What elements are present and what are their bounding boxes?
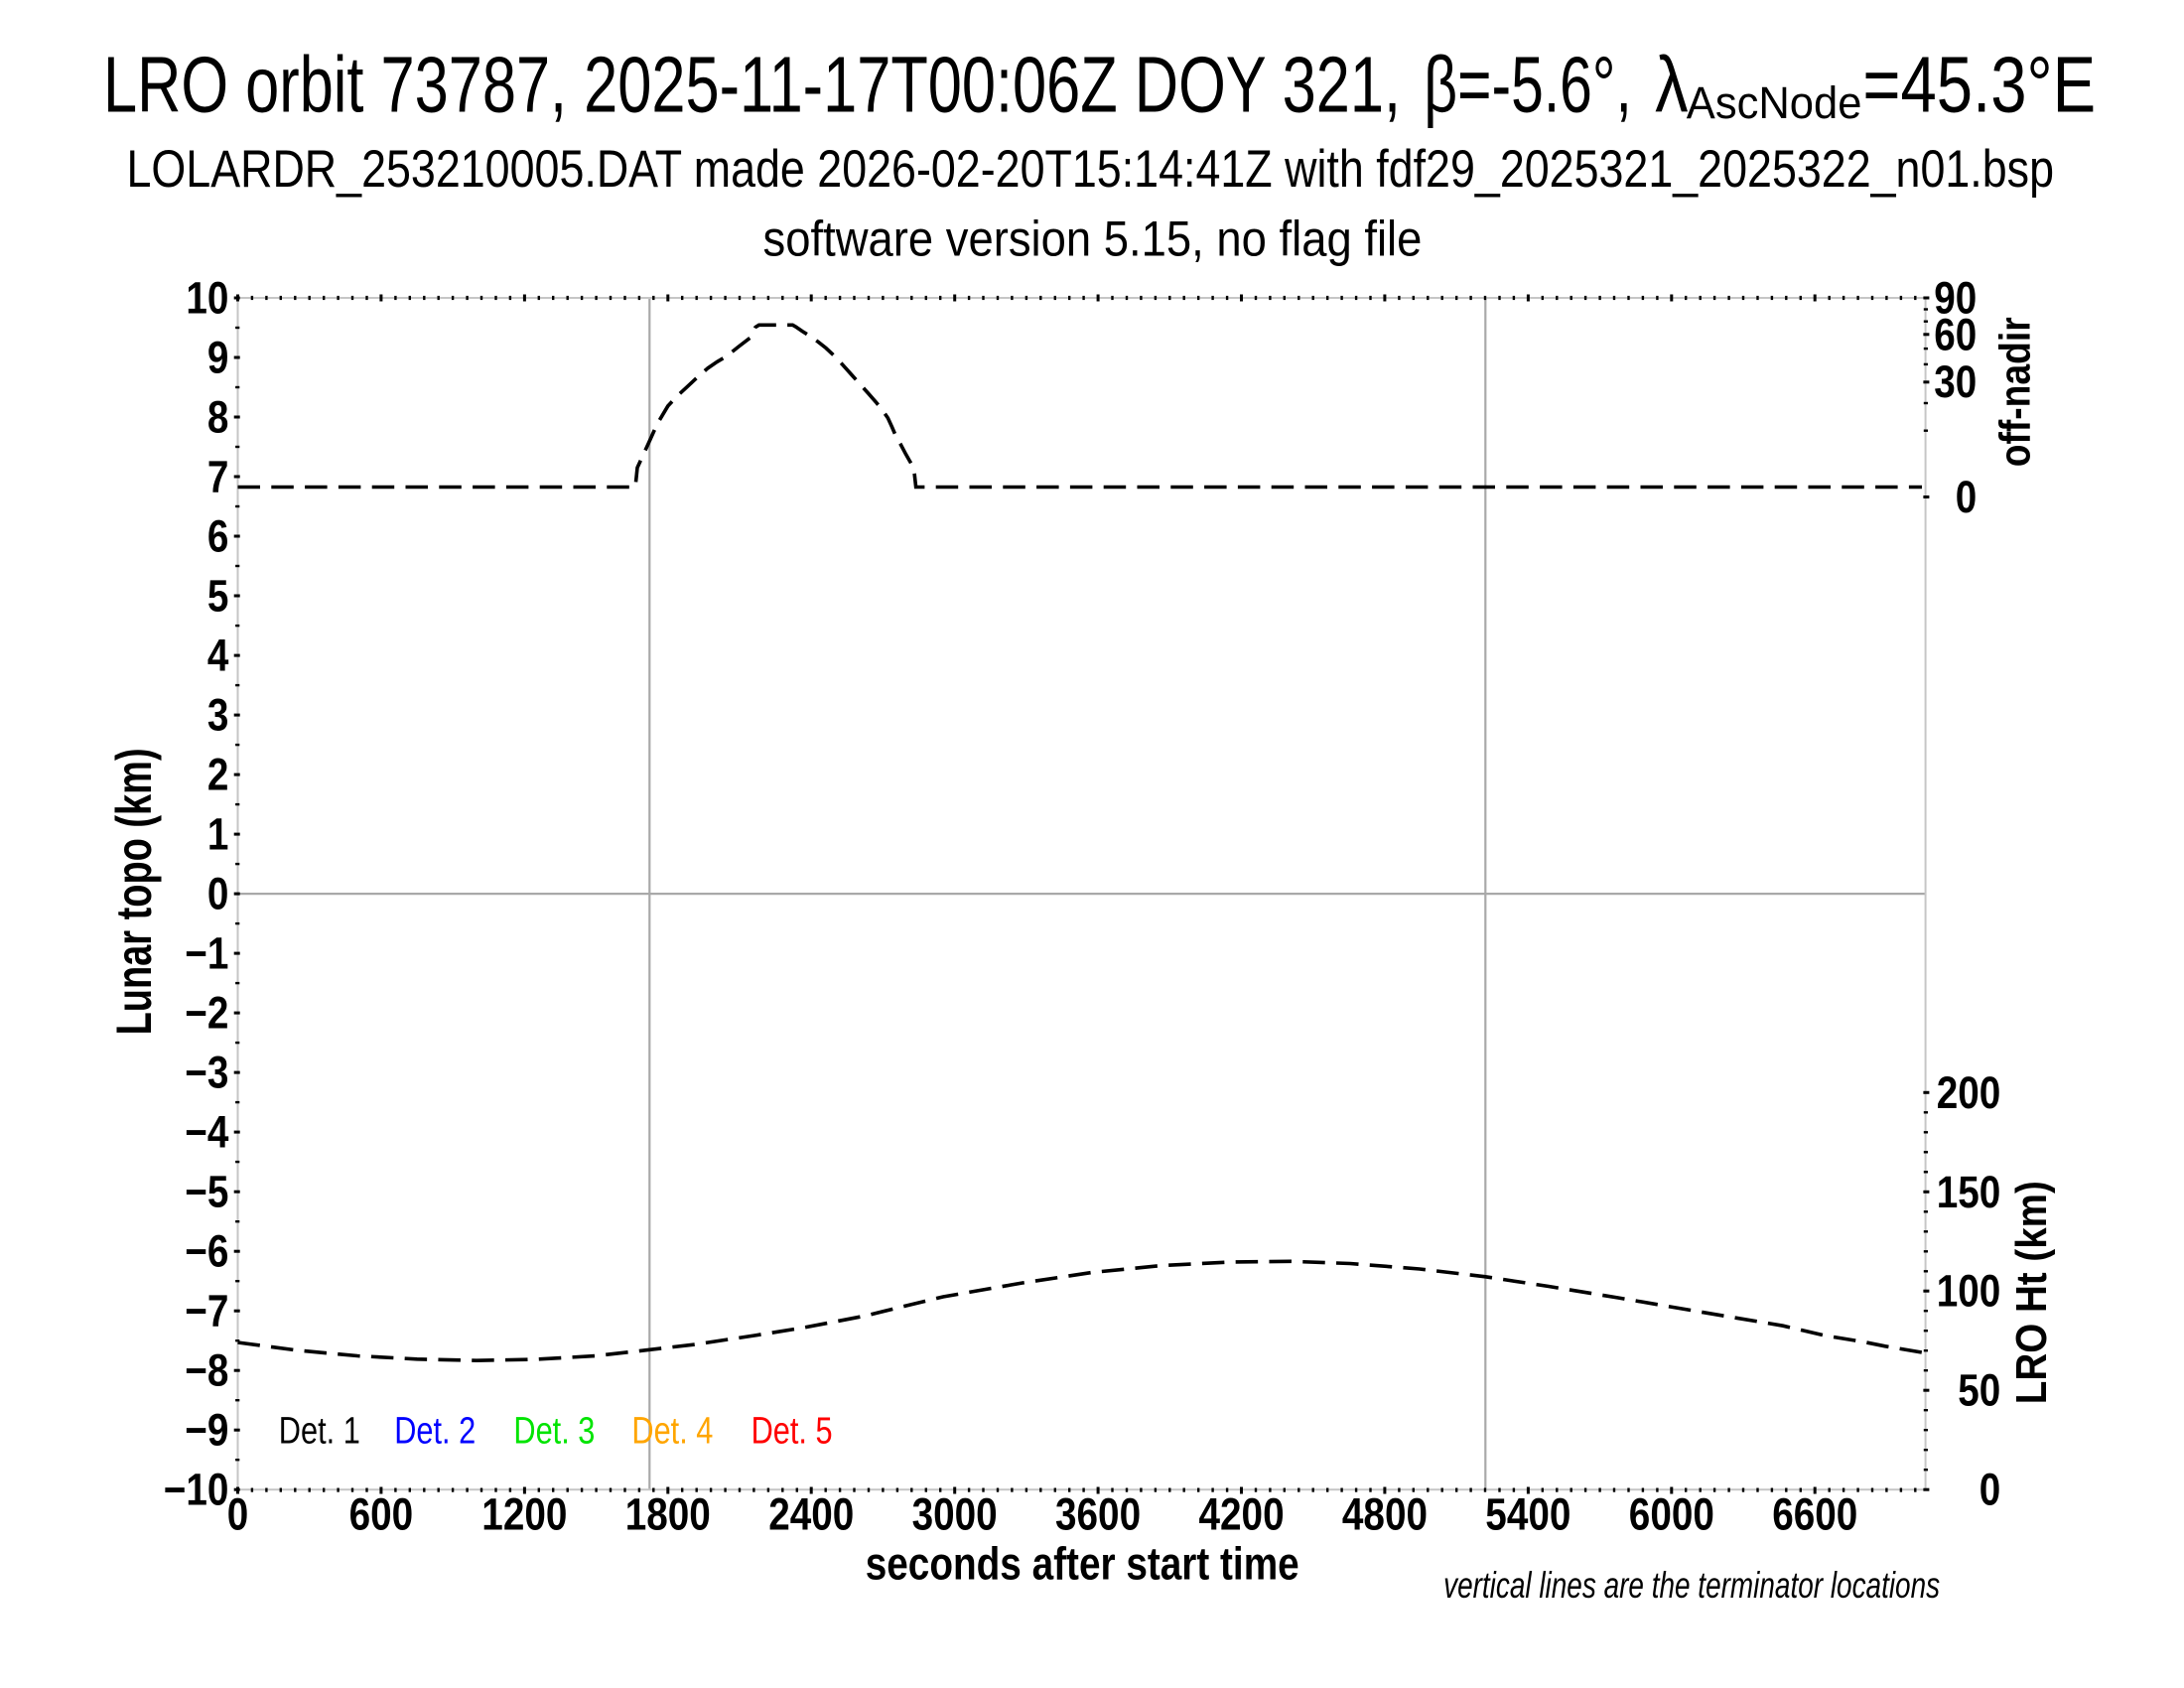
svg-text:−1: −1 bbox=[185, 928, 228, 979]
svg-text:seconds after start time: seconds after start time bbox=[866, 1537, 1299, 1589]
svg-text:Det. 4: Det. 4 bbox=[631, 1411, 713, 1453]
svg-text:7: 7 bbox=[207, 452, 229, 502]
svg-text:1200: 1200 bbox=[481, 1488, 567, 1539]
svg-text:150: 150 bbox=[1937, 1167, 2001, 1217]
svg-text:−4: −4 bbox=[185, 1107, 228, 1158]
svg-text:50: 50 bbox=[1958, 1365, 2000, 1416]
svg-text:=45.3°E: =45.3°E bbox=[1862, 41, 2096, 129]
svg-text:2400: 2400 bbox=[768, 1488, 854, 1539]
svg-text:8: 8 bbox=[207, 392, 229, 443]
svg-text:Det. 2: Det. 2 bbox=[394, 1411, 476, 1453]
svg-text:4200: 4200 bbox=[1199, 1488, 1285, 1539]
svg-text:Det. 5: Det. 5 bbox=[751, 1411, 833, 1453]
svg-text:0: 0 bbox=[227, 1488, 249, 1539]
svg-text:Det. 3: Det. 3 bbox=[513, 1411, 595, 1453]
svg-text:β=-5.6°,: β=-5.6°, bbox=[1424, 41, 1632, 129]
svg-text:Det. 1: Det. 1 bbox=[279, 1411, 360, 1453]
svg-text:LRO orbit 73787, 2025-11-17T00: LRO orbit 73787, 2025-11-17T00:06Z DOY 3… bbox=[103, 41, 1401, 129]
svg-text:0: 0 bbox=[207, 869, 229, 919]
svg-text:−8: −8 bbox=[185, 1345, 228, 1396]
svg-text:−9: −9 bbox=[185, 1405, 228, 1456]
svg-text:off-nadir: off-nadir bbox=[1991, 317, 2040, 467]
svg-text:9: 9 bbox=[207, 333, 229, 383]
svg-text:LRO Ht (km): LRO Ht (km) bbox=[2007, 1181, 2056, 1404]
svg-text:3600: 3600 bbox=[1055, 1488, 1141, 1539]
svg-text:−5: −5 bbox=[185, 1167, 228, 1217]
svg-text:−3: −3 bbox=[185, 1048, 228, 1098]
svg-text:30: 30 bbox=[1934, 356, 1977, 407]
svg-text:1: 1 bbox=[207, 809, 229, 860]
svg-text:5400: 5400 bbox=[1485, 1488, 1570, 1539]
svg-text:−6: −6 bbox=[185, 1226, 228, 1277]
svg-text:6: 6 bbox=[207, 511, 229, 562]
svg-text:−2: −2 bbox=[185, 988, 228, 1039]
svg-text:600: 600 bbox=[349, 1488, 414, 1539]
svg-text:3: 3 bbox=[207, 690, 229, 741]
svg-text:Lunar topo (km): Lunar topo (km) bbox=[106, 748, 162, 1035]
svg-text:AscNode: AscNode bbox=[1687, 77, 1862, 128]
svg-text:2: 2 bbox=[207, 750, 229, 800]
svg-text:1800: 1800 bbox=[625, 1488, 711, 1539]
svg-text:−7: −7 bbox=[185, 1286, 228, 1336]
svg-text:vertical lines are the termina: vertical lines are the terminator locati… bbox=[1443, 1565, 1940, 1606]
svg-text:λ: λ bbox=[1655, 41, 1689, 129]
svg-text:software version 5.15, no flag: software version 5.15, no flag file bbox=[763, 211, 1423, 267]
svg-text:100: 100 bbox=[1937, 1266, 2001, 1317]
svg-text:3000: 3000 bbox=[912, 1488, 998, 1539]
svg-text:90: 90 bbox=[1934, 273, 1977, 324]
svg-text:4: 4 bbox=[207, 631, 229, 681]
svg-text:6600: 6600 bbox=[1772, 1488, 1857, 1539]
svg-text:200: 200 bbox=[1937, 1067, 2001, 1118]
svg-text:10: 10 bbox=[186, 273, 228, 324]
svg-text:6000: 6000 bbox=[1629, 1488, 1714, 1539]
svg-text:60: 60 bbox=[1934, 309, 1977, 359]
svg-text:5: 5 bbox=[207, 571, 229, 622]
svg-text:−10: −10 bbox=[164, 1465, 229, 1515]
svg-text:0: 0 bbox=[1956, 472, 1978, 522]
svg-text:4800: 4800 bbox=[1342, 1488, 1428, 1539]
svg-text:LOLARDR_253210005.DAT made 202: LOLARDR_253210005.DAT made 2026-02-20T15… bbox=[127, 140, 2055, 199]
svg-text:0: 0 bbox=[1979, 1465, 2001, 1515]
